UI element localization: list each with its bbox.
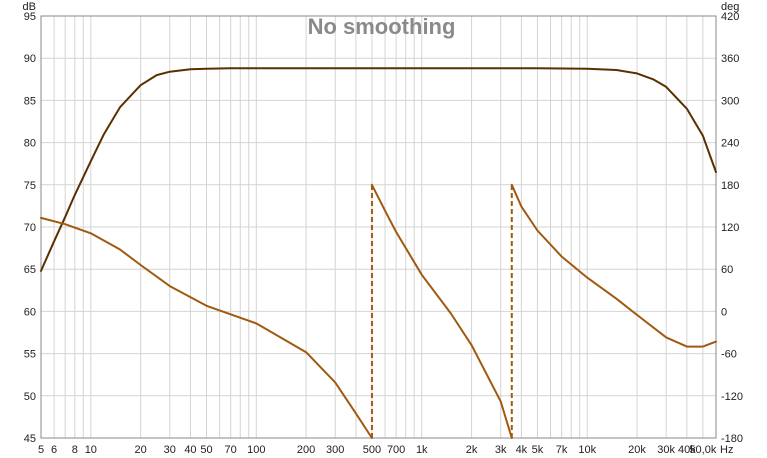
x-tick-label: 20: [135, 444, 147, 456]
left-tick-label: 90: [24, 53, 36, 65]
right-tick-label: 120: [721, 222, 739, 234]
x-tick-label: 50,0k: [689, 444, 716, 456]
x-tick-label: 2k: [466, 444, 478, 456]
x-axis-ticks: 5 6 8 10 20 30 40 50 70 100 200 300 500 700 1k 2k 3k 4k 5k…: [38, 444, 717, 456]
right-tick-label: 0: [721, 306, 727, 318]
right-tick-label: 60: [721, 264, 733, 276]
x-tick-label: 40: [184, 444, 196, 456]
x-tick-label: 7k: [556, 444, 568, 456]
x-tick-label: 3k: [495, 444, 507, 456]
x-tick-label: 10k: [578, 444, 596, 456]
right-tick-label: 180: [721, 180, 739, 192]
x-tick-label: 5k: [532, 444, 544, 456]
left-tick-label: 85: [24, 95, 36, 107]
x-tick-label: 6: [51, 444, 57, 456]
x-tick-label: 40k: [678, 444, 696, 456]
plot-border: [40, 15, 717, 439]
right-tick-label: -120: [721, 391, 743, 403]
x-axis-unit: Hz: [720, 444, 733, 456]
left-tick-label: 65: [24, 264, 36, 276]
x-tick-label: 200: [297, 444, 315, 456]
right-tick-label: -60: [721, 349, 737, 361]
phase-curve-3: [510, 183, 717, 348]
left-tick-label: 75: [24, 180, 36, 192]
right-tick-label: 240: [721, 138, 739, 150]
x-tick-label: 50: [200, 444, 212, 456]
series-group: [40, 67, 717, 439]
chart-title: No smoothing: [308, 14, 456, 39]
x-tick-label: 5: [38, 444, 44, 456]
phase-curve-1: [40, 216, 373, 439]
x-tick-label: 300: [326, 444, 344, 456]
phase-wrap-lines: [370, 184, 513, 438]
x-tick-label: 100: [247, 444, 265, 456]
x-tick-label: 70: [225, 444, 237, 456]
x-tick-label: 1k: [416, 444, 428, 456]
magnitude-curve: [40, 67, 717, 272]
left-tick-label: 80: [24, 138, 36, 150]
phase-curve-2: [370, 183, 513, 439]
x-tick-label: 30: [164, 444, 176, 456]
x-tick-label: 700: [387, 444, 405, 456]
right-tick-label: 420: [721, 11, 739, 23]
right-tick-label: 360: [721, 53, 739, 65]
x-tick-label: 8: [72, 444, 78, 456]
left-tick-label: 70: [24, 222, 36, 234]
grid-lines: [41, 15, 716, 439]
x-tick-label: 4k: [516, 444, 528, 456]
x-tick-label: 20k: [628, 444, 646, 456]
x-tick-label: 500: [363, 444, 381, 456]
x-tick-label: 10: [85, 444, 97, 456]
x-tick-label: 30k: [657, 444, 675, 456]
right-tick-label: -180: [721, 433, 743, 445]
right-tick-label: 300: [721, 95, 739, 107]
left-tick-label: 55: [24, 349, 36, 361]
left-tick-label: 95: [24, 11, 36, 23]
left-tick-label: 45: [24, 433, 36, 445]
left-tick-label: 50: [24, 391, 36, 403]
left-tick-label: 60: [24, 306, 36, 318]
left-axis-unit: dB: [23, 1, 36, 13]
right-axis-ticks: 420 360 300 240 180 120 60 0 -60 -120 -180: [721, 11, 743, 445]
right-axis-unit: deg: [721, 1, 739, 13]
left-axis-ticks: 95 90 85 80 75 70 65 60 55 50 45: [24, 11, 36, 445]
